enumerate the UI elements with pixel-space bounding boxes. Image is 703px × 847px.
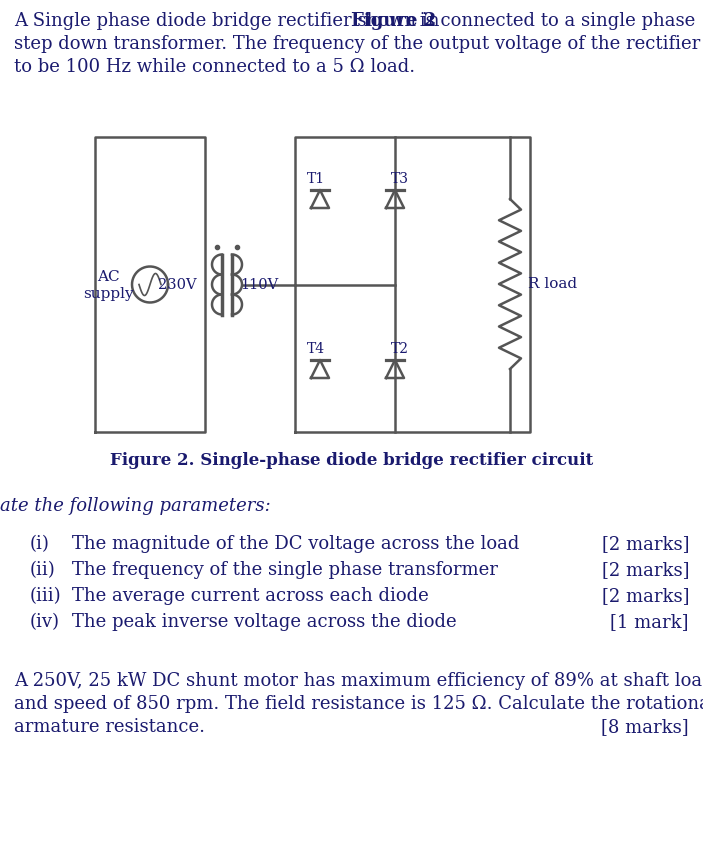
Text: The peak inverse voltage across the diode: The peak inverse voltage across the diod… xyxy=(72,613,457,631)
Text: armature resistance.: armature resistance. xyxy=(14,718,205,736)
Text: The average current across each diode: The average current across each diode xyxy=(72,587,429,605)
Text: [2 marks]: [2 marks] xyxy=(602,561,689,579)
Text: [2 marks]: [2 marks] xyxy=(602,587,689,605)
Text: step down transformer. The frequency of the output voltage of the rectifier is m: step down transformer. The frequency of … xyxy=(14,35,703,53)
Text: T1: T1 xyxy=(307,172,325,186)
Text: A Single phase diode bridge rectifier shown in: A Single phase diode bridge rectifier sh… xyxy=(14,12,445,30)
Text: [8 marks]: [8 marks] xyxy=(601,718,689,736)
Text: T2: T2 xyxy=(391,342,409,356)
Text: and speed of 850 rpm. The field resistance is 125 Ω. Calculate the rotational lo: and speed of 850 rpm. The field resistan… xyxy=(14,695,703,713)
Text: (ii): (ii) xyxy=(30,561,56,579)
Text: to be 100 Hz while connected to a 5 Ω load.: to be 100 Hz while connected to a 5 Ω lo… xyxy=(14,58,415,76)
Text: T4: T4 xyxy=(307,342,325,356)
Text: [2 marks]: [2 marks] xyxy=(602,535,689,553)
Text: The frequency of the single phase transformer: The frequency of the single phase transf… xyxy=(72,561,498,579)
Text: is connected to a single phase: is connected to a single phase xyxy=(414,12,695,30)
Text: AC: AC xyxy=(97,269,120,284)
Text: Figure 2: Figure 2 xyxy=(352,12,437,30)
Text: (i): (i) xyxy=(30,535,50,553)
Text: R load: R load xyxy=(528,277,577,291)
Text: A 250V, 25 kW DC shunt motor has maximum efficiency of 89% at shaft load of 20kW: A 250V, 25 kW DC shunt motor has maximum… xyxy=(14,672,703,690)
Text: ate the following parameters:: ate the following parameters: xyxy=(0,497,271,515)
Text: 110V: 110V xyxy=(240,278,278,291)
Text: [1 mark]: [1 mark] xyxy=(610,613,689,631)
Text: supply: supply xyxy=(83,286,134,301)
Text: (iv): (iv) xyxy=(30,613,60,631)
Text: 230V: 230V xyxy=(158,278,197,291)
Text: Figure 2. Single-phase diode bridge rectifier circuit: Figure 2. Single-phase diode bridge rect… xyxy=(110,452,593,469)
Text: (iii): (iii) xyxy=(30,587,62,605)
Text: The magnitude of the DC voltage across the load: The magnitude of the DC voltage across t… xyxy=(72,535,520,553)
Text: T3: T3 xyxy=(391,172,409,186)
